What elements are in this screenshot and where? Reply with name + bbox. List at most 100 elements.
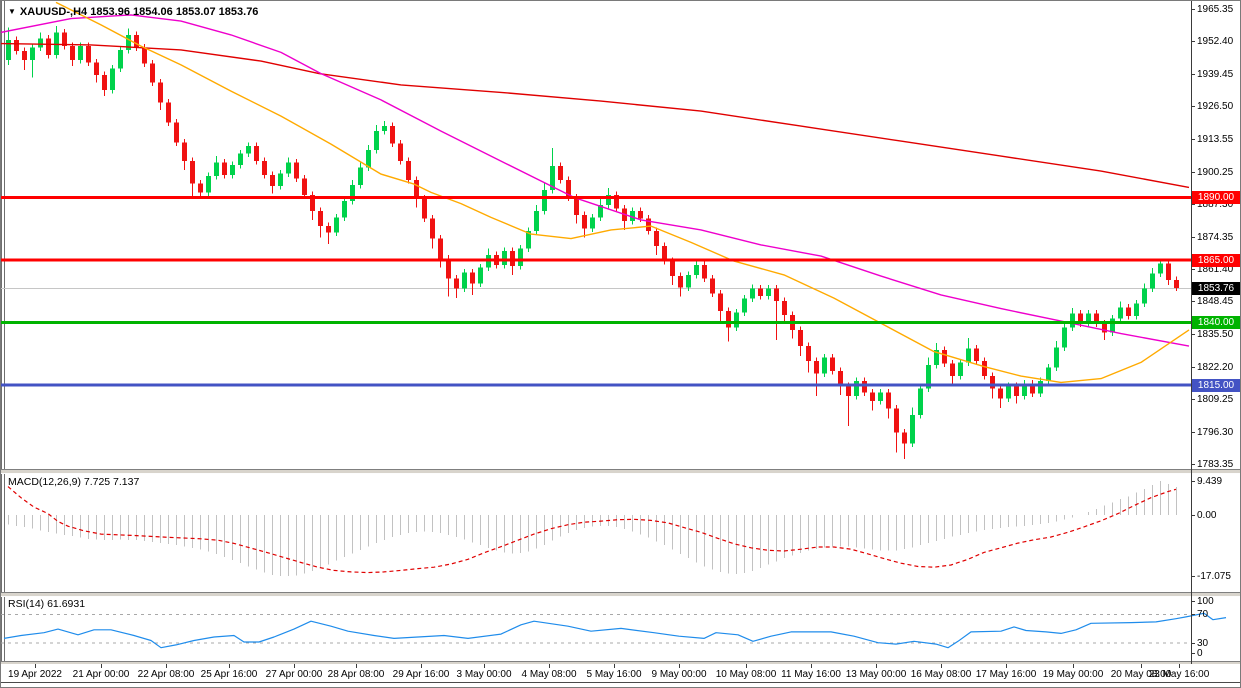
price-tick-mark bbox=[1191, 366, 1195, 368]
left-window-edge bbox=[1, 1, 2, 687]
price-tick-mark bbox=[1191, 41, 1195, 43]
price-tick-mark bbox=[1191, 73, 1195, 75]
price-tick-mark bbox=[1191, 138, 1195, 140]
time-tick-label: 23 May 16:00 bbox=[1148, 669, 1210, 680]
time-tick-label: 5 May 16:00 bbox=[586, 669, 642, 680]
time-tick-mark bbox=[229, 664, 230, 668]
macd-tick-mark bbox=[1191, 515, 1195, 516]
panel-divider-macd[interactable] bbox=[1, 469, 1240, 474]
time-tick-label: 19 May 00:00 bbox=[1042, 669, 1104, 680]
price-tick-mark bbox=[1191, 236, 1195, 238]
time-tick-mark bbox=[549, 664, 550, 668]
time-tick-label: 19 Apr 2022 bbox=[8, 669, 62, 680]
price-axis-line bbox=[1191, 1, 1192, 664]
level-price-tag: 1865.00 bbox=[1192, 253, 1240, 267]
time-tick-mark bbox=[101, 664, 102, 668]
macd-tick-label: 9.439 bbox=[1197, 476, 1223, 488]
price-tick-label: 1900.25 bbox=[1197, 166, 1234, 178]
price-tick-mark bbox=[1191, 268, 1195, 270]
price-tick-mark bbox=[1191, 399, 1195, 401]
symbol-ohlc-text: XAUUSD-,H4 1853.96 1854.06 1853.07 1853.… bbox=[19, 6, 259, 18]
time-tick-label: 21 Apr 00:00 bbox=[72, 669, 130, 680]
price-tick-label: 1913.55 bbox=[1197, 133, 1234, 145]
time-tick-label: 10 May 08:00 bbox=[715, 669, 777, 680]
level-price-tag: 1815.00 bbox=[1192, 378, 1240, 392]
rsi-indicator-label: RSI(14) 61.6931 bbox=[8, 598, 86, 610]
time-tick-mark bbox=[1179, 664, 1180, 668]
time-tick-mark bbox=[421, 664, 422, 668]
time-tick-mark bbox=[614, 664, 615, 668]
time-tick-mark bbox=[1006, 664, 1007, 668]
price-tick-label: 1822.20 bbox=[1197, 361, 1234, 373]
time-tick-mark bbox=[356, 664, 357, 668]
macd-tick-mark bbox=[1191, 481, 1195, 483]
price-tick-label: 1796.30 bbox=[1197, 426, 1234, 438]
price-tick-label: 1861.40 bbox=[1197, 263, 1234, 275]
rsi-tick-label: 100 bbox=[1197, 596, 1214, 607]
price-tick-label: 1952.40 bbox=[1197, 36, 1234, 48]
time-tick-label: 13 May 00:00 bbox=[845, 669, 907, 680]
time-tick-label: 3 May 00:00 bbox=[456, 669, 512, 680]
time-tick-mark bbox=[679, 664, 680, 668]
price-tick-mark bbox=[1191, 171, 1195, 173]
symbol-dropdown-arrow-icon[interactable]: ▼ bbox=[8, 7, 16, 16]
rsi-tick-label: 30 bbox=[1197, 638, 1209, 649]
panel-divider-rsi[interactable] bbox=[1, 592, 1240, 597]
price-tick-label: 1926.50 bbox=[1197, 101, 1234, 113]
chart-title: ▼ XAUUSD-,H4 1853.96 1854.06 1853.07 1853… bbox=[8, 6, 258, 18]
time-tick-mark bbox=[1073, 664, 1074, 668]
time-tick-mark bbox=[746, 664, 747, 668]
price-tick-label: 1848.45 bbox=[1197, 296, 1234, 308]
rsi-tick-label: 0 bbox=[1197, 648, 1203, 659]
time-tick-label: 4 May 08:00 bbox=[521, 669, 577, 680]
macd-tick-label: -17.075 bbox=[1197, 571, 1231, 583]
price-tick-label: 1783.35 bbox=[1197, 459, 1234, 470]
bottom-window-edge bbox=[1, 682, 1240, 683]
price-tick-label: 1965.35 bbox=[1197, 4, 1234, 15]
rsi-tick-mark bbox=[1191, 614, 1195, 615]
time-tick-label: 22 Apr 08:00 bbox=[137, 669, 195, 680]
time-tick-mark bbox=[35, 664, 36, 668]
price-tick-label: 1809.25 bbox=[1197, 394, 1234, 406]
rsi-tick-mark bbox=[1191, 643, 1195, 644]
price-tick-label: 1835.50 bbox=[1197, 328, 1234, 340]
time-tick-label: 29 Apr 16:00 bbox=[392, 669, 450, 680]
time-tick-label: 9 May 00:00 bbox=[651, 669, 707, 680]
macd-tick-mark bbox=[1191, 576, 1195, 578]
time-tick-mark bbox=[811, 664, 812, 668]
time-tick-label: 17 May 16:00 bbox=[975, 669, 1037, 680]
time-tick-label: 27 Apr 00:00 bbox=[265, 669, 323, 680]
time-tick-label: 16 May 08:00 bbox=[910, 669, 972, 680]
time-tick-label: 20 May 08:00 bbox=[1110, 669, 1172, 680]
macd-indicator-label: MACD(12,26,9) 7.725 7.137 bbox=[8, 476, 140, 488]
current-price-tag: 1853.76 bbox=[1192, 281, 1240, 295]
time-axis[interactable] bbox=[1, 664, 1240, 687]
time-tick-mark bbox=[484, 664, 485, 668]
price-tick-mark bbox=[1191, 431, 1195, 433]
rsi-tick-mark bbox=[1191, 601, 1195, 602]
rsi-tick-mark bbox=[1191, 653, 1195, 654]
time-tick-mark bbox=[876, 664, 877, 668]
price-tick-mark bbox=[1191, 9, 1195, 10]
time-tick-mark bbox=[941, 664, 942, 668]
price-tick-label: 1939.45 bbox=[1197, 68, 1234, 80]
level-price-tag: 1890.00 bbox=[1192, 191, 1240, 205]
level-price-tag: 1840.00 bbox=[1192, 316, 1240, 330]
price-tick-mark bbox=[1191, 301, 1195, 303]
price-tick-mark bbox=[1191, 333, 1195, 335]
left-window-edge-inner bbox=[4, 1, 5, 687]
price-tick-mark bbox=[1191, 464, 1195, 465]
macd-tick-label: 0.00 bbox=[1197, 510, 1217, 521]
time-tick-mark bbox=[1141, 664, 1142, 668]
price-tick-mark bbox=[1191, 204, 1195, 206]
time-tick-label: 25 Apr 16:00 bbox=[200, 669, 258, 680]
price-tick-mark bbox=[1191, 106, 1195, 108]
time-tick-label: 28 Apr 08:00 bbox=[327, 669, 385, 680]
time-tick-mark bbox=[294, 664, 295, 668]
time-tick-mark bbox=[166, 664, 167, 668]
price-tick-label: 1874.35 bbox=[1197, 231, 1234, 243]
price-tick-label: 1887.30 bbox=[1197, 199, 1234, 211]
time-tick-label: 11 May 16:00 bbox=[781, 669, 841, 680]
